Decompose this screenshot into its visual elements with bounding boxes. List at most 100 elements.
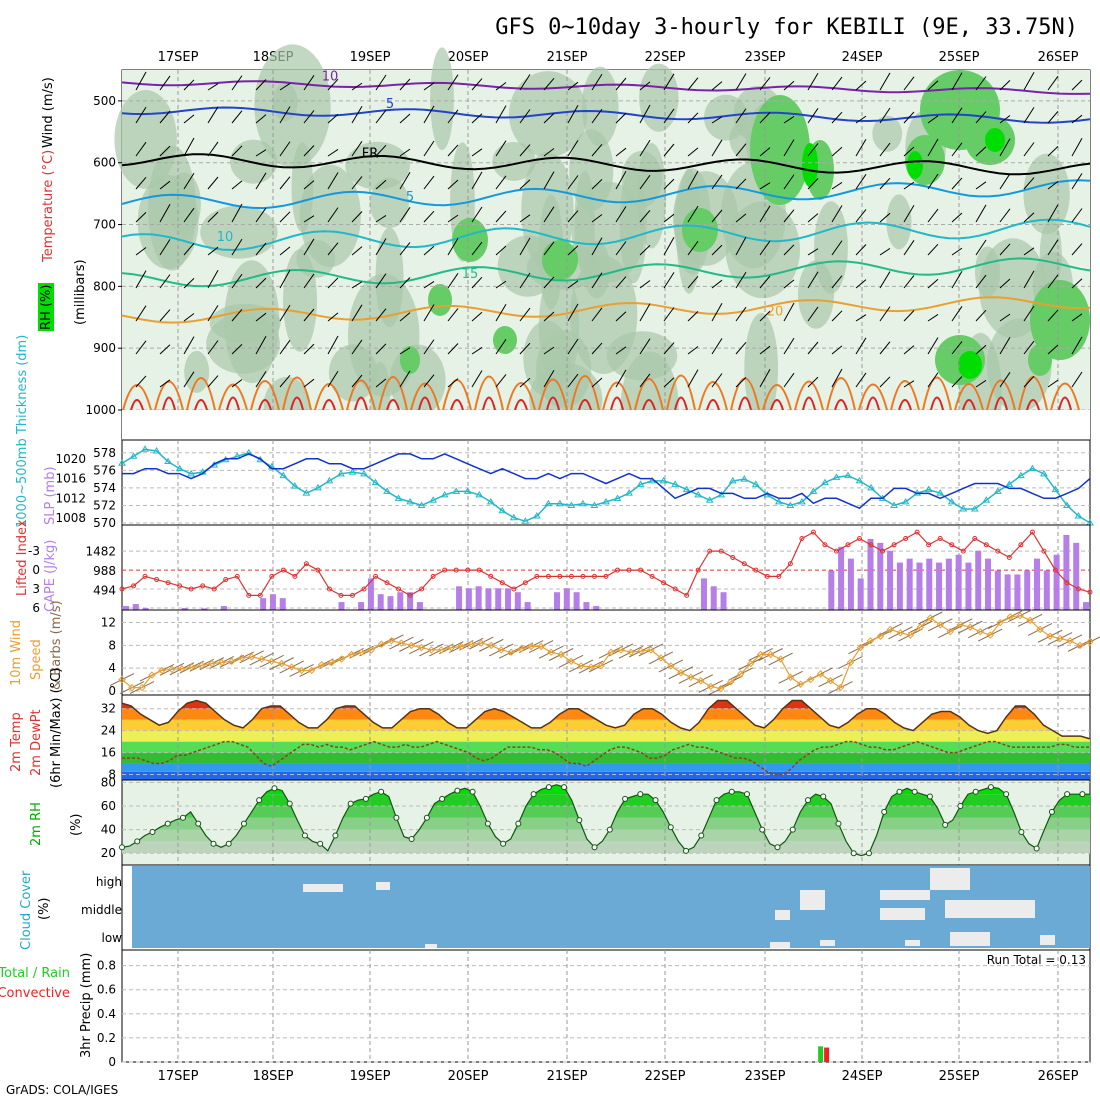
isotherms: 10 5 FR 5 10 15 20	[121, 69, 1091, 411]
cape-bar	[573, 592, 580, 610]
cape-bar	[838, 546, 845, 610]
wind-barb	[399, 113, 411, 124]
cape-bar	[279, 598, 286, 610]
cape-bar	[965, 562, 972, 610]
thickness-marker	[590, 501, 599, 508]
thickness-marker	[279, 471, 288, 479]
cape-bar	[338, 602, 345, 610]
isotherm-label: 10	[322, 69, 339, 84]
thickness-marker	[337, 469, 345, 477]
wind10m-axis-label: 10m Wind	[9, 620, 24, 686]
wind-speed-marker	[427, 646, 436, 654]
lifted-index-marker	[615, 567, 621, 573]
wind-barb	[159, 110, 171, 124]
lifted-index-marker	[211, 586, 217, 592]
wind-barb	[879, 72, 891, 91]
wind-barb	[183, 313, 195, 322]
thickness-marker	[1016, 471, 1025, 479]
thickness-marker	[244, 448, 253, 456]
date-axis-bottom: 17SEP 18SEP 19SEP 20SEP 21SEP 22SEP 23SEP 24SEP…	[158, 1069, 1079, 1084]
precip-tick-label: 0.4	[97, 1007, 116, 1021]
rh-marker	[606, 826, 613, 833]
wind-speed-marker	[607, 648, 615, 656]
lifted-index-marker	[384, 580, 390, 586]
wind-barb	[447, 273, 459, 289]
wind-barb	[1023, 177, 1035, 190]
hot-contour	[1058, 396, 1072, 411]
wind-barb	[999, 243, 1011, 256]
lifted-index-marker	[557, 573, 563, 579]
wind-barb	[447, 74, 459, 91]
thickness-marker	[440, 490, 449, 498]
wind-barb	[471, 311, 483, 322]
wind-barb	[567, 140, 579, 157]
wind-barb	[1023, 340, 1035, 355]
date-label-bottom: 20SEP	[448, 1069, 489, 1084]
wind-barb	[423, 82, 435, 91]
wind-barb	[495, 339, 507, 355]
wind-barb	[735, 108, 747, 124]
thickness-marker	[855, 476, 864, 484]
wind-barb	[543, 241, 555, 256]
wind-barb	[447, 308, 459, 322]
lifted-index-marker	[499, 580, 505, 586]
rh-marker	[484, 820, 491, 827]
li-tick-label: 3	[32, 582, 40, 596]
wind-barb	[135, 270, 147, 289]
rh-marker	[637, 791, 644, 798]
wind-barb	[975, 204, 987, 223]
wind-barb	[759, 310, 771, 322]
wind-barb	[1047, 379, 1059, 388]
thickness-marker	[509, 513, 518, 521]
wind-barb	[855, 372, 867, 388]
wind-barb	[999, 313, 1011, 322]
wind-barb	[447, 378, 459, 388]
lifted-index-marker	[603, 573, 609, 579]
thickness-marker	[740, 475, 749, 482]
wind-barb	[351, 246, 363, 256]
hot-contour	[290, 396, 304, 411]
cape-bar	[201, 608, 208, 610]
wind-speed-marker	[776, 655, 785, 663]
cape-bar	[220, 606, 227, 610]
cross-section-lower-band	[122, 410, 1090, 440]
cloud-block	[775, 910, 790, 920]
cape-bar	[1014, 574, 1021, 610]
wind-speed-marker	[1076, 641, 1084, 650]
wind-barb	[399, 277, 411, 289]
rh-blob	[291, 142, 314, 233]
wind-barb	[975, 76, 987, 91]
wind-barb	[783, 244, 795, 256]
wind-speed-marker	[916, 623, 925, 631]
lifted-index-marker	[1029, 529, 1035, 535]
hot-contour	[386, 399, 400, 411]
wind-barb	[183, 242, 195, 256]
rh-blob	[581, 66, 619, 147]
rh-marker	[454, 787, 461, 794]
date-label-top: 21SEP	[547, 50, 588, 65]
rh-blob	[814, 201, 848, 294]
thickness-marker	[1028, 464, 1037, 472]
wind-barb	[183, 172, 195, 190]
wind-barb	[1023, 247, 1035, 256]
lifted-index-marker	[741, 561, 747, 567]
thickness-marker	[463, 487, 472, 494]
wind-barb	[639, 81, 651, 91]
wind-barb	[711, 81, 723, 91]
wind-barb	[855, 279, 867, 289]
wind-barb	[615, 276, 627, 289]
wind-barb	[183, 207, 195, 223]
wind-barb	[231, 203, 243, 223]
lifted-index-marker	[269, 573, 275, 579]
stability-frame	[121, 524, 1091, 611]
cape-bar	[260, 598, 267, 610]
thickness-marker	[290, 482, 299, 489]
precip-tick-label: 0	[108, 1055, 116, 1069]
temp-axis-label: 2m Temp	[9, 712, 24, 772]
rh-marker	[530, 791, 537, 798]
lifted-index-marker	[857, 535, 863, 541]
wind-barb	[567, 373, 579, 388]
lifted-index-marker	[292, 573, 298, 579]
wind-barb	[447, 214, 459, 223]
warm-contour	[762, 384, 792, 411]
